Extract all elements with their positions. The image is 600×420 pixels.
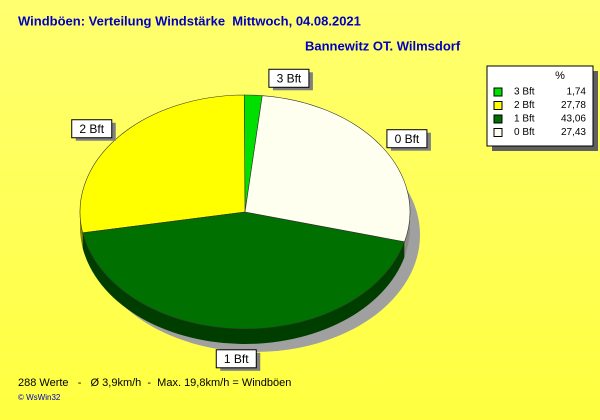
legend-label: 1 Bft xyxy=(514,114,535,125)
legend-swatch xyxy=(493,101,503,110)
legend-value: 43,06 xyxy=(561,114,586,125)
callout-label: 1 Bft xyxy=(224,352,249,366)
legend-value: 27,43 xyxy=(561,127,586,138)
callout-label: 2 Bft xyxy=(79,122,104,136)
callout-box xyxy=(268,68,310,88)
legend-value: 1,74 xyxy=(567,87,587,98)
callout-box xyxy=(386,129,428,149)
legend-title: % xyxy=(555,70,565,82)
pie-slice xyxy=(79,94,246,234)
callout-label: 3 Bft xyxy=(277,71,302,85)
chart-subtitle: Bannewitz OT. Wilmsdorf xyxy=(305,38,461,53)
legend-swatch xyxy=(493,128,503,137)
pie-slice xyxy=(82,211,405,330)
callout-label: 0 Bft xyxy=(395,132,420,146)
legend-swatch xyxy=(493,114,503,124)
legend-label: 0 Bft xyxy=(514,127,535,138)
footer: 288 Werte - Ø 3,9km/h - Max. 19,8km/h = … xyxy=(18,377,291,389)
legend-label: 2 Bft xyxy=(514,100,535,111)
legend-label: 3 Bft xyxy=(514,87,535,98)
credit: © WsWin32 xyxy=(18,393,61,402)
callout-box xyxy=(215,349,257,369)
legend-value: 27,78 xyxy=(561,100,586,111)
chart-title: Windböen: Verteilung Windstärke Mittwoch… xyxy=(18,13,361,28)
callout-box xyxy=(71,119,113,139)
pie-slice xyxy=(244,95,411,243)
legend-swatch xyxy=(493,87,503,97)
legend-box xyxy=(486,65,594,147)
